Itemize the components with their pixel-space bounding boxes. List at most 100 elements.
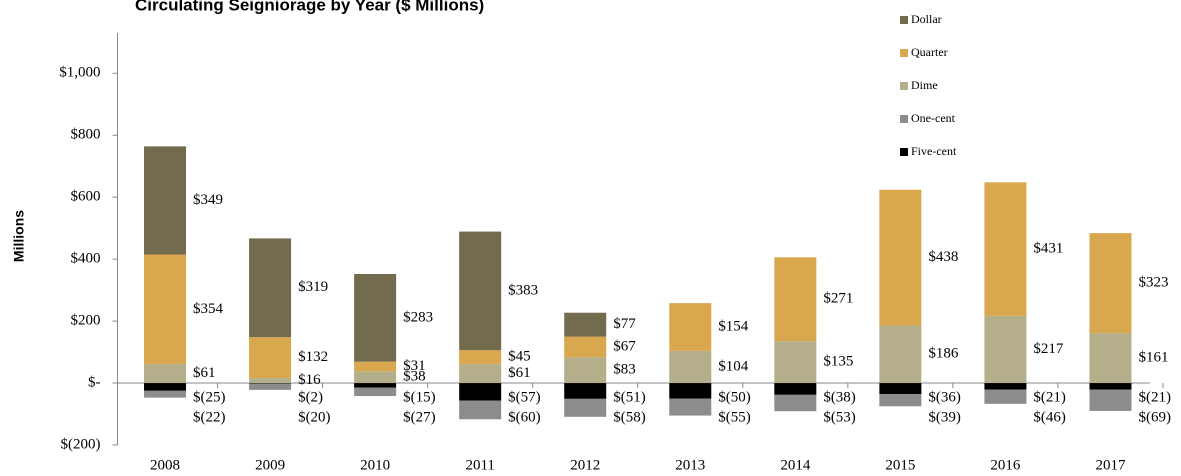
value-label: $(27) xyxy=(403,409,436,425)
value-label: $383 xyxy=(508,282,538,298)
value-label: $(15) xyxy=(403,389,436,405)
bar-segment xyxy=(1089,333,1132,384)
legend-label: Dollar xyxy=(911,12,942,26)
bar-segment xyxy=(564,383,607,399)
value-label: $(20) xyxy=(298,409,331,425)
bar-segment xyxy=(774,383,817,395)
bar-segment xyxy=(354,387,397,397)
y-tick-label: $200 xyxy=(71,313,101,329)
value-label: $61 xyxy=(508,365,531,381)
x-tick-label: 2017 xyxy=(1095,457,1126,473)
bar-segment xyxy=(669,398,712,416)
value-label: $83 xyxy=(613,362,636,378)
bar-segment xyxy=(144,364,187,384)
x-tick-label: 2010 xyxy=(360,457,390,473)
bar-segment xyxy=(249,378,292,384)
value-label: $77 xyxy=(613,316,636,332)
value-label: $16 xyxy=(298,372,321,388)
y-tick-label: $400 xyxy=(71,251,101,267)
value-label: $(58) xyxy=(613,409,646,425)
legend-swatch xyxy=(900,148,908,156)
bar-segment xyxy=(144,383,187,391)
bar-segment xyxy=(144,254,187,365)
bar-segment xyxy=(459,383,502,401)
bar-segment xyxy=(564,398,607,417)
bar-segment xyxy=(459,364,502,384)
bar-segment xyxy=(1089,389,1132,411)
bar-segment xyxy=(459,350,502,365)
value-label: $135 xyxy=(823,354,853,370)
bar-segment xyxy=(984,315,1027,384)
bar-segment xyxy=(984,389,1027,404)
bar-segment xyxy=(249,238,292,338)
bar-segment xyxy=(669,383,712,399)
bar-segment xyxy=(459,400,502,420)
value-label: $38 xyxy=(403,369,426,385)
bar-segment xyxy=(984,182,1027,316)
value-label: $(53) xyxy=(823,409,856,425)
value-label: $283 xyxy=(403,309,433,325)
bar-segment xyxy=(564,357,607,384)
bar-segment xyxy=(354,371,397,384)
value-label: $431 xyxy=(1033,241,1063,257)
bar-segment xyxy=(564,312,607,337)
bar-segment xyxy=(774,341,817,384)
y-tick-label: $1,000 xyxy=(59,65,100,81)
value-label: $319 xyxy=(298,279,328,295)
bar-segment xyxy=(669,303,712,351)
value-label: $(51) xyxy=(613,389,646,405)
legend-label: Five-cent xyxy=(911,144,957,158)
bar-segment xyxy=(144,390,187,398)
value-label: $186 xyxy=(928,346,959,362)
value-label: $(21) xyxy=(1138,389,1171,405)
x-tick-label: 2011 xyxy=(465,457,494,473)
legend-swatch xyxy=(900,16,908,24)
value-label: $104 xyxy=(718,358,749,374)
bar-segment xyxy=(144,146,187,255)
value-label: $217 xyxy=(1033,341,1064,357)
value-label: $(22) xyxy=(193,409,226,425)
y-tick-label: $(200) xyxy=(61,436,101,452)
value-label: $67 xyxy=(613,338,636,354)
value-label: $61 xyxy=(193,365,216,381)
legend-label: Quarter xyxy=(911,45,948,59)
bar-segment xyxy=(354,361,397,372)
bar-segment xyxy=(1089,233,1132,334)
value-label: $271 xyxy=(823,291,853,307)
bar-segment xyxy=(879,394,922,407)
bar-segment xyxy=(459,231,502,351)
value-label: $(55) xyxy=(718,409,751,425)
bar-segment xyxy=(564,336,607,358)
legend-swatch xyxy=(900,49,908,57)
bar-segment xyxy=(879,383,922,395)
x-tick-label: 2012 xyxy=(570,457,600,473)
value-label: $(46) xyxy=(1033,409,1066,425)
value-label: $354 xyxy=(193,301,224,317)
y-tick-label: $600 xyxy=(71,189,101,205)
bar-segment xyxy=(984,383,1027,390)
value-label: $45 xyxy=(508,349,531,365)
bar-segment xyxy=(774,394,817,412)
bar-segment xyxy=(879,189,922,326)
bar-segment xyxy=(669,350,712,384)
bar-segment xyxy=(249,383,292,390)
value-label: $(69) xyxy=(1138,409,1171,425)
x-tick-label: 2008 xyxy=(150,457,180,473)
bar-segment xyxy=(1089,383,1132,390)
x-tick-label: 2016 xyxy=(990,457,1021,473)
value-label: $154 xyxy=(718,318,749,334)
value-label: $(39) xyxy=(928,409,961,425)
value-label: $31 xyxy=(403,358,426,374)
value-label: $(50) xyxy=(718,389,751,405)
x-tick-label: 2009 xyxy=(255,457,285,473)
bar-segment xyxy=(249,383,292,384)
value-label: $323 xyxy=(1138,275,1168,291)
value-label: $161 xyxy=(1138,350,1168,366)
x-tick-label: 2013 xyxy=(675,457,705,473)
value-label: $(57) xyxy=(508,389,541,405)
bar-segment xyxy=(879,325,922,384)
y-tick-label: $800 xyxy=(71,127,101,143)
value-label: $(2) xyxy=(298,389,323,405)
value-label: $(38) xyxy=(823,389,856,405)
